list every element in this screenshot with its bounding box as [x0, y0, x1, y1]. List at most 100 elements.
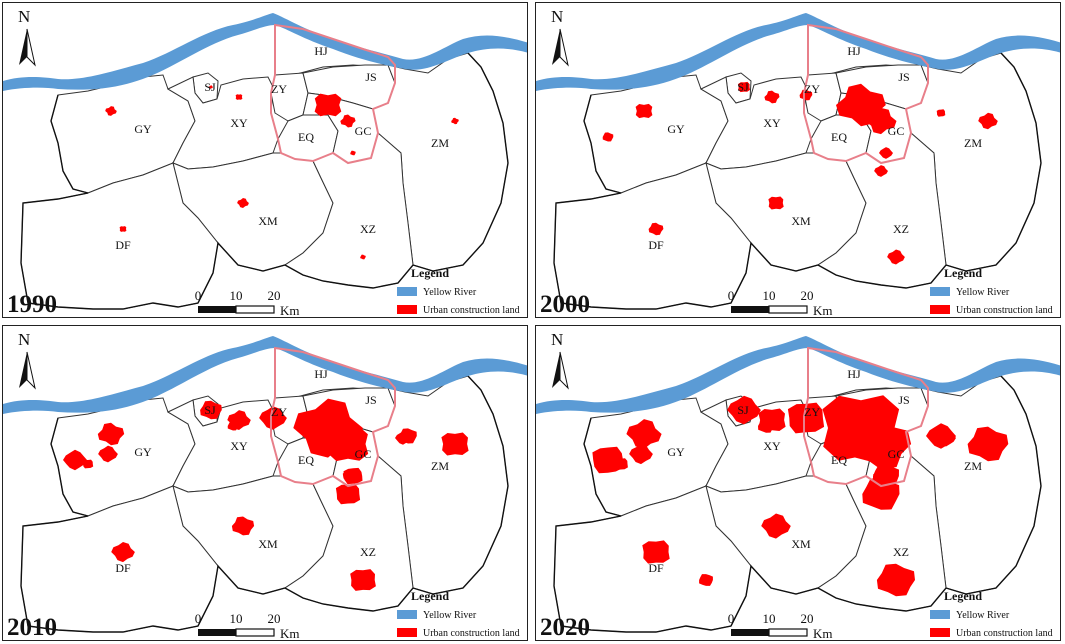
year-label: 2000	[540, 291, 590, 318]
urban-patch	[451, 117, 459, 125]
county-label-hj: HJ	[847, 44, 861, 58]
yellow-river	[3, 13, 527, 91]
central-city-boundary	[270, 346, 396, 488]
scale-tick-20: 20	[801, 611, 814, 626]
urban-patch	[360, 254, 366, 260]
scale-tick-10: 10	[763, 288, 776, 303]
county-label-xy: XY	[763, 439, 781, 453]
urban-patch	[105, 106, 117, 116]
scale-unit: Km	[280, 303, 300, 318]
legend-urban-swatch	[930, 628, 950, 637]
urban-patch	[441, 432, 469, 456]
urban-patch	[764, 90, 780, 104]
urban-patch	[111, 542, 135, 563]
scale-unit: Km	[280, 626, 300, 641]
map-panel-2000: GY SJ XY ZY HJ JS EQ GC ZM XM XZ DF 0 10 20 Km Legend Yel…	[535, 2, 1061, 318]
scale-tick-0: 0	[195, 611, 202, 626]
year-label: 1990	[7, 291, 57, 318]
county-label-zm: ZM	[964, 136, 982, 150]
county-label-xy: XY	[763, 116, 781, 130]
county-label-gy: GY	[134, 445, 152, 459]
county-label-df: DF	[115, 561, 131, 575]
urban-patch	[629, 443, 653, 465]
urban-patch	[335, 483, 361, 505]
urban-patch	[879, 147, 893, 159]
county-label-gc: GC	[888, 447, 905, 461]
year-label: 2010	[7, 614, 57, 641]
legend-river-label: Yellow River	[956, 287, 1010, 298]
scale-tick-0: 0	[728, 611, 735, 626]
urban-patch	[98, 445, 118, 463]
study-area-boundary	[553, 375, 1042, 633]
north-arrow-icon: N	[546, 330, 574, 398]
urban-patch	[876, 563, 915, 597]
urban-patch	[82, 459, 94, 469]
urban-patch	[642, 540, 670, 564]
county-label-df: DF	[115, 238, 131, 252]
legend-title: Legend	[411, 266, 449, 280]
urban-patch	[63, 449, 87, 471]
north-label: N	[551, 330, 564, 349]
county-label-gy: GY	[667, 122, 685, 136]
urban-patch	[873, 471, 889, 485]
yellow-river	[536, 13, 1060, 91]
county-label-gy: GY	[667, 445, 685, 459]
scale-bar-segment	[731, 629, 769, 636]
scale-bar-segment	[198, 629, 236, 636]
county-label-gc: GC	[888, 124, 905, 138]
legend-river-label: Yellow River	[956, 610, 1010, 621]
county-label-xz: XZ	[893, 545, 909, 559]
county-label-xy: XY	[230, 116, 248, 130]
north-label: N	[551, 7, 564, 26]
county-label-zy: ZY	[271, 82, 287, 96]
yellow-river	[3, 336, 527, 414]
legend-urban-label: Urban construction land	[956, 305, 1053, 316]
scale-tick-10: 10	[230, 611, 243, 626]
map-panel-1990: GY SJ XY ZY HJ JS EQ GC ZM XM XZ DF 0 10 20 Km Legend Yel…	[2, 2, 528, 318]
study-area-boundary	[553, 52, 1042, 310]
urban-patch	[614, 458, 628, 470]
county-label-gc: GC	[355, 124, 372, 138]
urban-patch	[850, 418, 912, 470]
urban-patch	[799, 89, 813, 101]
legend-river-swatch	[397, 610, 417, 619]
north-arrow-icon: N	[13, 330, 41, 398]
urban-patch	[768, 196, 784, 210]
county-label-hj: HJ	[314, 367, 328, 381]
yellow-river	[536, 336, 1060, 414]
legend-urban-swatch	[397, 305, 417, 314]
county-label-df: DF	[648, 238, 664, 252]
map-panel-2020: GY SJ XY ZY HJ JS EQ GC ZM XM XZ DF 0 10 20 Km Legend Yel…	[535, 325, 1061, 641]
county-label-df: DF	[648, 561, 664, 575]
urban-patch	[97, 422, 125, 446]
urban-patch	[235, 94, 243, 100]
county-boundary	[270, 72, 309, 122]
map-panel-2010: GY SJ XY ZY HJ JS EQ GC ZM XM XZ DF 0 10 20 Km Legend Yel…	[2, 325, 528, 641]
legend-title: Legend	[944, 266, 982, 280]
urban-patch	[787, 402, 825, 434]
urban-patch	[865, 107, 897, 135]
urban-patch	[738, 81, 750, 93]
urban-patch	[978, 112, 998, 130]
county-label-zm: ZM	[431, 459, 449, 473]
county-label-zy: ZY	[804, 82, 820, 96]
urban-patch	[259, 406, 287, 430]
urban-patch	[237, 198, 249, 208]
urban-patch	[699, 574, 713, 586]
scale-unit: Km	[813, 303, 833, 318]
county-label-sj: SJ	[204, 403, 216, 417]
north-arrow-icon: N	[546, 7, 574, 75]
urban-patch	[602, 132, 614, 142]
county-label-hj: HJ	[847, 367, 861, 381]
county-label-xm: XM	[258, 214, 278, 228]
county-label-eq: EQ	[298, 130, 314, 144]
scale-unit: Km	[813, 626, 833, 641]
county-label-zm: ZM	[431, 136, 449, 150]
county-label-sj: SJ	[737, 403, 749, 417]
county-label-eq: EQ	[831, 453, 847, 467]
urban-patch	[350, 150, 356, 156]
urban-patch	[209, 85, 213, 89]
urban-patch	[314, 93, 342, 117]
